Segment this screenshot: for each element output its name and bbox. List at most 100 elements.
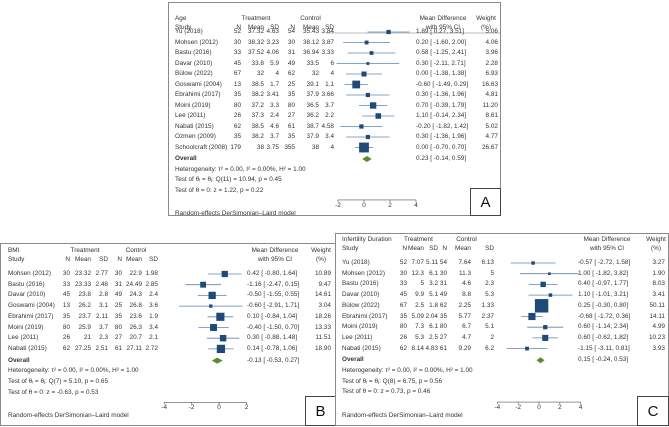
study-value: 33 <box>62 280 70 288</box>
study-name: Bastu (2016) <box>175 49 212 56</box>
study-value: 37.32 <box>248 28 264 35</box>
study-value: 31 <box>287 49 295 56</box>
x-tick-label: 2 <box>388 201 392 209</box>
study-value: 2.4 <box>149 291 158 299</box>
study-value: 26 <box>233 112 241 119</box>
control-header: Control <box>125 247 147 254</box>
study-value: 1.7 <box>270 80 279 88</box>
study-value: 12.3 <box>411 269 424 277</box>
study-value: 38 <box>256 143 264 151</box>
study-value: 3.1 <box>99 302 108 310</box>
study-value: 4 <box>330 70 334 77</box>
x-tick-label: -2 <box>515 404 522 412</box>
study-value: 5.09 <box>411 312 424 320</box>
study-value: 35 <box>287 91 295 98</box>
study-value: 37.2 <box>251 101 264 109</box>
study-value: 5.77 <box>458 312 471 320</box>
study-value: 1.98 <box>145 270 158 277</box>
study-ci-text: 0.00 [ -1.38, 1.38] <box>416 70 467 77</box>
study-value: 33.5 <box>306 59 319 67</box>
column-header-n: N <box>65 256 70 263</box>
study-value: 4.83 <box>425 344 438 352</box>
study-name: Moini (2019) <box>175 101 211 109</box>
effect-square <box>359 124 364 129</box>
study-value: 20.7 <box>129 334 142 342</box>
study-value: 4 <box>275 70 279 77</box>
study-value: 37.9 <box>306 91 319 98</box>
study-value: 5 <box>420 280 424 288</box>
weight-unit-header: (%) <box>316 256 326 263</box>
study-value: 179 <box>230 143 241 151</box>
effect-square <box>219 334 227 342</box>
study-weight: 6.93 <box>485 70 498 77</box>
study-value: 62 <box>439 301 447 309</box>
study-value: 3.4 <box>149 323 158 331</box>
study-weight: 2.28 <box>485 59 498 67</box>
forest-panel-a: Age Study Treatment Control N Mean SD N Mean SD Me… <box>168 2 501 217</box>
study-value: 9.9 <box>415 291 424 299</box>
study-value: 38.7 <box>306 122 319 130</box>
study-ci-text: 0.20 [ -1.60, 2.00] <box>416 38 467 46</box>
study-name: Ebrahimi (2017) <box>342 312 388 320</box>
study-weight: 11.20 <box>482 101 498 109</box>
column-header-mean: Mean <box>126 256 142 263</box>
column-header-sd: SD <box>429 245 438 252</box>
overall-ci-text: 0.15 [ -0.24, 0.53] <box>578 356 629 364</box>
overall-ci-text: 0.23 [ -0.14, 0.59] <box>416 155 467 162</box>
study-value: 3.66 <box>321 91 334 98</box>
study-value: 38.2 <box>251 91 264 98</box>
study-value: 37.52 <box>248 49 264 56</box>
effect-square <box>534 299 549 313</box>
study-weight: 11.51 <box>315 334 331 342</box>
study-value: 8.14 <box>411 344 424 352</box>
x-tick-label: 4 <box>578 404 583 412</box>
column-header-mean: Mean <box>248 24 264 31</box>
study-header: Study <box>342 245 359 252</box>
study-value: 26 <box>62 334 70 342</box>
study-value: 3.75 <box>266 143 279 151</box>
study-ci-text: 0.60 [ -0.62, 1.82] <box>578 333 629 341</box>
study-value: 54 <box>287 28 295 35</box>
effect-square <box>548 293 553 297</box>
study-value: 5.11 <box>426 259 438 266</box>
study-value: 49 <box>287 59 295 67</box>
study-weight: 3.41 <box>652 291 665 299</box>
study-value: 5.3 <box>485 291 494 299</box>
study-weight: 26.67 <box>482 143 498 151</box>
study-value: 27 <box>287 112 295 119</box>
study-value: 54 <box>439 259 447 266</box>
study-ci-text: 1.00 [ -1.82, 3.82] <box>578 269 629 277</box>
forest-panel-c: Infertility Duration Study Treatment Contro… <box>335 233 669 426</box>
study-value: 5.1 <box>485 323 494 331</box>
effect-square <box>361 71 367 77</box>
x-tick-label: -4 <box>494 404 501 412</box>
column-header-sd: SD <box>485 245 494 252</box>
control-header: Control <box>300 15 321 22</box>
zero-test-text: Test of θ = 0: z = -0.63, p = 0.53 <box>8 388 99 396</box>
study-value: 26.2 <box>78 302 91 310</box>
study-value: 35 <box>114 312 122 320</box>
study-value: 2.37 <box>481 312 494 320</box>
study-value: 27 <box>439 333 447 341</box>
study-value: 26.3 <box>129 323 142 331</box>
study-value: 3.41 <box>266 91 279 98</box>
study-name: Ebrahimi (2017) <box>175 91 221 98</box>
study-ci-text: -0.50 [ -1.55, 0.55] <box>247 291 300 299</box>
study-value: 25 <box>114 302 122 310</box>
study-value: 35 <box>233 133 241 140</box>
study-value: 31 <box>439 280 447 288</box>
study-value: 31 <box>114 280 122 288</box>
panel-label: C <box>637 396 669 426</box>
study-value: 2.48 <box>95 280 108 288</box>
column-header-mean: Mean <box>455 245 471 252</box>
x-tick-label: 2 <box>558 404 562 412</box>
study-weight: 16.63 <box>482 80 498 88</box>
study-name: Yu (2018) <box>342 259 370 266</box>
study-weight: 5.02 <box>485 122 498 130</box>
study-value: 35 <box>62 312 70 320</box>
effect-square <box>540 281 546 288</box>
study-value: 2.5 <box>429 333 438 341</box>
effect-square <box>208 291 216 300</box>
column-header-mean: Mean <box>303 24 319 31</box>
column-header-n: N <box>402 245 407 252</box>
